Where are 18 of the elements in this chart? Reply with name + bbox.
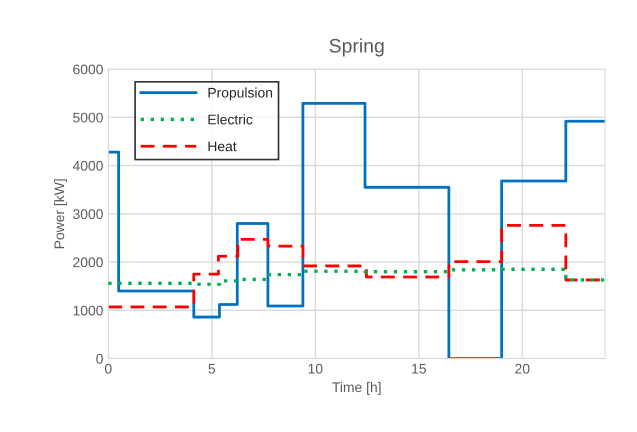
y-tick-label: 1000: [74, 306, 103, 316]
y-tick-label: 0: [96, 354, 103, 364]
legend-label: Propulsion: [208, 87, 272, 100]
y-tick-label: 3000: [73, 209, 103, 220]
chart-title: Spring: [330, 38, 384, 56]
x-tick-label: 0: [104, 364, 112, 374]
y-tick-label: 2000: [73, 257, 103, 268]
y-tick-label: 6000: [73, 64, 103, 74]
x-tick-label: 15: [412, 364, 426, 374]
x-axis-title: Time [h]: [332, 382, 381, 395]
x-tick-label: 10: [308, 364, 322, 374]
x-tick-label: 20: [515, 364, 530, 374]
y-tick-label: 5000: [73, 112, 103, 123]
y-tick-label: 4000: [72, 160, 103, 171]
y-axis-title: Power [kW]: [54, 179, 67, 248]
x-tick-label: 5: [208, 364, 216, 374]
legend-label: Electric: [208, 114, 252, 124]
legend-label: Heat: [208, 142, 237, 152]
